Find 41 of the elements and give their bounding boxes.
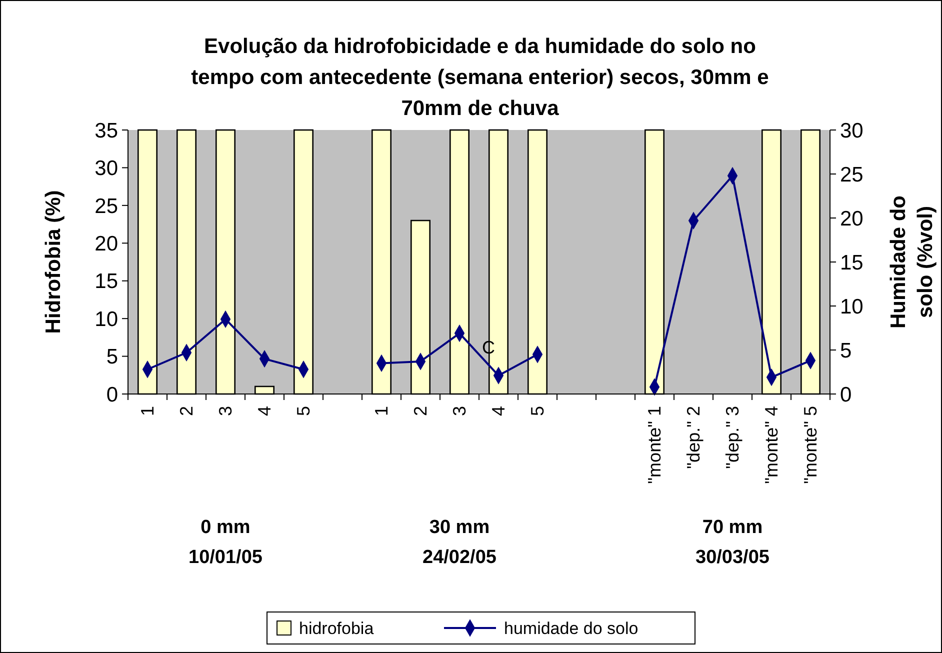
x-tick-label: "dep." 3 — [722, 406, 742, 469]
x-tick-label: 5 — [294, 406, 314, 416]
x-tick-label: 3 — [216, 406, 236, 416]
x-tick-label: "monte" 4 — [762, 406, 782, 484]
x-tick-label: "monte" 1 — [644, 406, 664, 484]
y-tick-label: 30 — [94, 157, 118, 180]
text: 0 mm — [200, 517, 250, 538]
x-tick-label: 2 — [176, 406, 196, 416]
text: 70 mm — [702, 517, 763, 538]
x-tick-label: 3 — [450, 406, 470, 416]
text: 30/03/05 — [696, 547, 770, 568]
y2-tick-label: 25 — [840, 163, 864, 186]
y-tick-label: 25 — [94, 194, 118, 218]
y-tick-label: 35 — [94, 119, 118, 142]
x-tick-label: "dep." 2 — [684, 406, 704, 469]
legend-label: hidrofobia — [299, 618, 374, 638]
y2-tick-label: 10 — [840, 295, 864, 318]
x-tick-label: 4 — [254, 406, 274, 416]
text: 30 mm — [429, 517, 490, 538]
y-tick-label: 20 — [94, 232, 118, 256]
x-tick-label: "monte" 5 — [800, 406, 820, 484]
y2-tick-label: 5 — [840, 339, 852, 362]
y-tick-label: 10 — [94, 308, 118, 331]
x-tick-label: 4 — [488, 406, 508, 416]
x-tick-label: 5 — [528, 406, 548, 416]
y-tick-label: 5 — [106, 346, 118, 369]
x-tick-label: 2 — [410, 406, 430, 416]
y2-axis-title: Humidade do solo (%vol) — [887, 195, 937, 329]
legend-label: humidade do solo — [504, 618, 638, 638]
x-tick-label: 1 — [138, 406, 158, 416]
chart-title: Evolução da hidrofobicidade e da humidade do solo no tempo com antecedente (semana enterior) secos, 30mm e 70mm de chuva — [191, 35, 769, 120]
y2-tick-label: 0 — [840, 383, 852, 406]
y-tick-label: 0 — [106, 383, 118, 406]
x-tick-label: 1 — [372, 406, 392, 416]
y-axis-title: Hidrofobia (%) — [42, 190, 65, 334]
y2-tick-label: 30 — [840, 119, 864, 142]
y2-tick-label: 20 — [840, 207, 864, 230]
y-tick-label: 15 — [94, 270, 118, 294]
text: 10/01/05 — [188, 547, 263, 568]
text: 24/02/05 — [422, 547, 497, 568]
y2-tick-label: 15 — [840, 251, 864, 274]
